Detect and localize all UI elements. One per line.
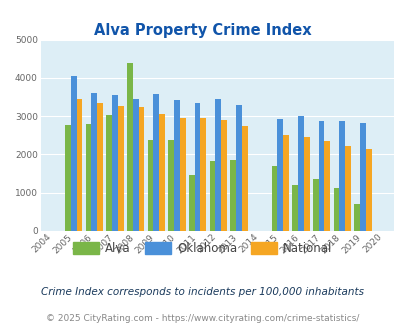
Legend: Alva, Oklahoma, National: Alva, Oklahoma, National [68, 237, 337, 260]
Bar [77, 99, 82, 231]
Bar [339, 121, 344, 231]
Bar [97, 103, 103, 231]
Bar [138, 107, 144, 231]
Bar [209, 161, 215, 231]
Bar [324, 141, 329, 231]
Bar [303, 137, 309, 231]
Bar [70, 76, 77, 231]
Bar [333, 188, 339, 231]
Bar [174, 100, 179, 231]
Bar [179, 118, 185, 231]
Bar [297, 116, 303, 231]
Bar [106, 115, 112, 231]
Bar [292, 185, 297, 231]
Bar [215, 99, 221, 231]
Bar [194, 103, 200, 231]
Bar [117, 106, 124, 231]
Bar [271, 166, 277, 231]
Bar [353, 204, 359, 231]
Bar [277, 119, 282, 231]
Bar [200, 118, 206, 231]
Bar [91, 93, 97, 231]
Bar [85, 124, 91, 231]
Bar [365, 149, 371, 231]
Bar [344, 146, 350, 231]
Bar [318, 121, 324, 231]
Bar [359, 123, 365, 231]
Bar [65, 125, 70, 231]
Bar [112, 95, 117, 231]
Bar [230, 160, 235, 231]
Text: © 2025 CityRating.com - https://www.cityrating.com/crime-statistics/: © 2025 CityRating.com - https://www.city… [46, 314, 359, 323]
Bar [221, 120, 226, 231]
Bar [241, 126, 247, 231]
Bar [188, 175, 194, 231]
Bar [153, 94, 159, 231]
Bar [127, 63, 132, 231]
Bar [132, 99, 138, 231]
Bar [159, 114, 164, 231]
Text: Crime Index corresponds to incidents per 100,000 inhabitants: Crime Index corresponds to incidents per… [41, 287, 364, 297]
Bar [235, 105, 241, 231]
Bar [147, 140, 153, 231]
Text: Alva Property Crime Index: Alva Property Crime Index [94, 23, 311, 38]
Bar [312, 179, 318, 231]
Bar [282, 135, 288, 231]
Bar [168, 140, 174, 231]
